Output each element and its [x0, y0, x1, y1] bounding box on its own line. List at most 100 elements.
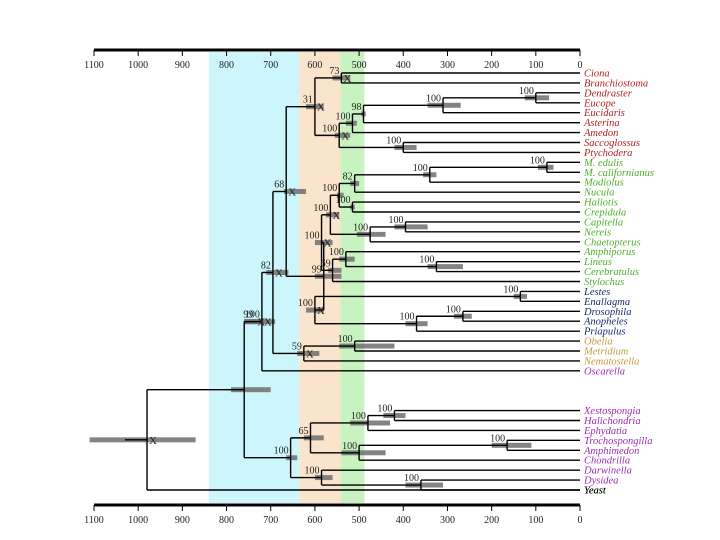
tick-label: 1100: [84, 60, 104, 71]
calibration-mark: X: [264, 317, 272, 329]
taxon-label: Cerebratulus: [584, 267, 639, 278]
confidence-bar: [334, 132, 351, 138]
confidence-bar: [405, 482, 444, 488]
support-label: 100: [313, 203, 328, 214]
tick-label: 200: [484, 60, 499, 71]
support-label: 59: [292, 341, 302, 352]
taxon-label: Halichondria: [583, 416, 641, 427]
taxon-label: Xestospongia: [583, 406, 641, 417]
tick-label: 500: [352, 515, 367, 526]
tick-label: 600: [307, 515, 322, 526]
tick-label: 500: [352, 60, 367, 71]
confidence-bar: [283, 188, 307, 194]
confidence-bar: [491, 442, 532, 448]
support-label: 99: [312, 264, 322, 275]
support-label: 100: [530, 155, 545, 166]
support-label: 31: [303, 95, 313, 106]
tree-branches: [124, 72, 580, 491]
taxon-label: M. californianus: [583, 168, 654, 179]
taxon-label: Amphimedon: [583, 446, 639, 457]
tick-label: 900: [175, 515, 190, 526]
tick-label: 200: [484, 515, 499, 526]
support-labels: X99X100X82X68X31X73X100X1009810010010099…: [149, 66, 545, 484]
taxon-label: Metridium: [583, 347, 629, 358]
confidence-bar: [341, 450, 386, 456]
support-label: 100: [503, 284, 518, 295]
taxon-label: Ciona: [584, 69, 610, 80]
support-label: 100: [490, 433, 505, 444]
band-cambrian: [340, 52, 365, 503]
taxon-label: Chondrilla: [584, 456, 630, 467]
confidence-bar: [427, 102, 461, 108]
support-label: 100: [386, 135, 401, 146]
confidence-bar: [356, 231, 386, 237]
taxon-label: Amedon: [583, 128, 618, 139]
taxon-label: Dysidea: [583, 476, 618, 487]
taxon-label: Chaetopterus: [584, 237, 641, 248]
x-axis-bottom: 1100 1000 900 800 700 600 500 400 300 200 100 0: [84, 503, 583, 526]
support-label: 100: [400, 312, 415, 323]
taxon-label: Branchiostoma: [584, 78, 648, 89]
taxon-label: Capitella: [584, 217, 623, 228]
taxon-label: Haliotis: [583, 198, 618, 209]
support-label: 98: [352, 102, 362, 113]
tick-label: 1000: [128, 515, 148, 526]
taxon-label: Crepidula: [584, 208, 626, 219]
calibration-mark: X: [317, 305, 325, 317]
taxon-label: Modiolus: [583, 178, 624, 189]
taxon-label: Nucula: [583, 188, 614, 199]
confidence-bar: [339, 343, 395, 349]
confidence-bar: [524, 95, 550, 101]
confidence-bar: [328, 267, 342, 273]
calibration-mark: X: [288, 186, 296, 198]
calibration-mark: X: [332, 210, 340, 222]
tick-label: 800: [219, 515, 234, 526]
confidence-bar: [314, 475, 333, 481]
support-label: 100: [335, 111, 350, 122]
taxon-label: M. edulis: [583, 158, 623, 169]
support-label: 82: [343, 171, 353, 182]
confidence-bar: [303, 435, 324, 441]
tick-label: 0: [578, 60, 583, 71]
tick-label: 0: [578, 515, 583, 526]
support-label: 100: [413, 163, 428, 174]
calibration-mark: X: [341, 130, 349, 142]
support-label: 99: [243, 310, 253, 321]
taxon-label: Obelia: [584, 337, 613, 348]
confidence-bar: [394, 224, 428, 230]
taxon-label: Priapulus: [583, 327, 625, 338]
confidence-bar: [339, 256, 355, 262]
calibration-mark: X: [317, 102, 325, 114]
support-label: 82: [261, 260, 271, 271]
confidence-bar: [427, 264, 463, 270]
calibration-mark: X: [275, 267, 283, 279]
taxon-label: Ptychodera: [583, 148, 632, 159]
tick-label: 900: [175, 60, 190, 71]
taxon-label: Oscarella: [584, 366, 625, 377]
calibration-mark: X: [257, 317, 265, 329]
taxon-label: Ephydatia: [583, 426, 627, 437]
taxon-label: Enallagma: [583, 297, 630, 308]
support-label: 100: [322, 183, 337, 194]
taxon-label: Yeast: [584, 486, 607, 497]
tick-label: 100: [528, 515, 543, 526]
calibration-mark: X: [324, 238, 332, 250]
taxon-label: Asterina: [583, 118, 620, 129]
support-label: 100: [353, 222, 368, 233]
support-label: 100: [245, 310, 260, 321]
taxon-label: Yeast: [584, 486, 607, 497]
support-label: 65: [298, 426, 308, 437]
support-label: 100: [342, 441, 357, 452]
taxon-label: Eucope: [583, 98, 616, 109]
support-label: 100: [298, 298, 313, 309]
taxon-label: Nereis: [583, 227, 611, 238]
support-label: 100: [335, 195, 350, 206]
tick-label: 600: [307, 60, 322, 71]
taxon-labels: CionaBranchiostomaDendrasterEucopeEucida…: [583, 69, 654, 497]
taxon-label: Darwinella: [583, 466, 632, 477]
support-label: 69: [321, 258, 331, 269]
confidence-bar: [325, 212, 340, 218]
taxon-label: Lestes: [583, 287, 610, 298]
calibration-mark: X: [343, 73, 351, 85]
